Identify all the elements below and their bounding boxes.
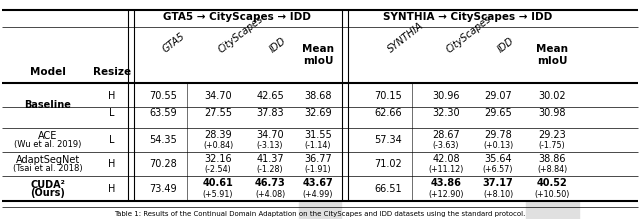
- Text: (+4.08): (+4.08): [255, 190, 285, 199]
- Text: IDD: IDD: [268, 36, 288, 55]
- Text: 28.39: 28.39: [204, 129, 232, 140]
- Text: Mean
mIoU: Mean mIoU: [536, 44, 568, 66]
- Text: (+0.84): (+0.84): [203, 141, 233, 150]
- Text: 38.86: 38.86: [538, 154, 566, 164]
- Text: (-1.75): (-1.75): [539, 141, 565, 150]
- Text: 29.78: 29.78: [484, 129, 512, 140]
- Text: 43.86: 43.86: [431, 178, 461, 189]
- Text: (-3.63): (-3.63): [433, 141, 460, 150]
- Text: CityScapes: CityScapes: [444, 14, 493, 55]
- Text: ACE: ACE: [38, 131, 58, 141]
- Text: (-1.91): (-1.91): [305, 165, 332, 174]
- Text: (-1.14): (-1.14): [305, 141, 332, 150]
- Text: Table 1: Results of the Continual Domain Adaptation on the CityScapes and IDD da: Table 1: Results of the Continual Domain…: [115, 211, 525, 217]
- Text: (+6.57): (+6.57): [483, 165, 513, 174]
- Text: 42.08: 42.08: [432, 154, 460, 164]
- Text: 31.55: 31.55: [304, 129, 332, 140]
- Text: (+4.99): (+4.99): [303, 190, 333, 199]
- Text: 34.70: 34.70: [256, 129, 284, 140]
- Text: 70.28: 70.28: [149, 159, 177, 169]
- Text: 27.55: 27.55: [204, 108, 232, 118]
- Text: (+11.12): (+11.12): [428, 165, 464, 174]
- Text: 70.15: 70.15: [374, 91, 402, 101]
- Text: Resize: Resize: [93, 67, 131, 77]
- Text: (+8.10): (+8.10): [483, 190, 513, 199]
- Text: 29.07: 29.07: [484, 91, 512, 101]
- Text: 57.34: 57.34: [374, 135, 402, 145]
- Text: AdaptSegNet: AdaptSegNet: [16, 155, 80, 165]
- Text: 36.77: 36.77: [304, 154, 332, 164]
- Text: H: H: [108, 159, 116, 169]
- Text: (-3.13): (-3.13): [257, 141, 284, 150]
- Text: (Tsai et al. 2018): (Tsai et al. 2018): [13, 164, 83, 173]
- Text: H: H: [108, 91, 116, 101]
- Text: 29.23: 29.23: [538, 129, 566, 140]
- Text: 38.68: 38.68: [304, 91, 332, 101]
- Text: 54.35: 54.35: [149, 135, 177, 145]
- Text: H: H: [108, 184, 116, 194]
- Text: (+12.90): (+12.90): [428, 190, 464, 199]
- Text: 43.67: 43.67: [303, 178, 333, 189]
- Text: 29.65: 29.65: [484, 108, 512, 118]
- Text: 32.30: 32.30: [432, 108, 460, 118]
- Text: 42.65: 42.65: [256, 91, 284, 101]
- Text: 62.66: 62.66: [374, 108, 402, 118]
- Text: (+8.84): (+8.84): [537, 165, 567, 174]
- Text: (Ours): (Ours): [31, 189, 65, 198]
- Text: 30.02: 30.02: [538, 91, 566, 101]
- Text: 70.55: 70.55: [149, 91, 177, 101]
- Text: (+10.50): (+10.50): [534, 190, 570, 199]
- Text: CityScapes: CityScapes: [216, 14, 265, 55]
- Text: Mean
mIoU: Mean mIoU: [302, 44, 334, 66]
- Text: (-1.28): (-1.28): [257, 165, 284, 174]
- Text: (+5.91): (+5.91): [203, 190, 233, 199]
- Text: 40.61: 40.61: [203, 178, 234, 189]
- Text: L: L: [109, 135, 115, 145]
- Text: CUDA²: CUDA²: [31, 180, 65, 189]
- Text: Baseline: Baseline: [24, 101, 72, 111]
- Text: 40.52: 40.52: [536, 178, 568, 189]
- Text: 66.51: 66.51: [374, 184, 402, 194]
- Text: (+0.13): (+0.13): [483, 141, 513, 150]
- Text: (Wu et al. 2019): (Wu et al. 2019): [14, 141, 82, 150]
- Text: Model: Model: [30, 67, 66, 77]
- Text: 32.69: 32.69: [304, 108, 332, 118]
- Text: 35.64: 35.64: [484, 154, 512, 164]
- Text: SYNTHIA → CityScapes → IDD: SYNTHIA → CityScapes → IDD: [383, 12, 552, 22]
- Text: (-2.54): (-2.54): [205, 165, 232, 174]
- Text: L: L: [109, 108, 115, 118]
- Text: 28.67: 28.67: [432, 129, 460, 140]
- Text: 37.83: 37.83: [256, 108, 284, 118]
- Text: GTA5: GTA5: [161, 31, 188, 55]
- Text: 73.49: 73.49: [149, 184, 177, 194]
- Text: GTA5 → CityScapes → IDD: GTA5 → CityScapes → IDD: [163, 12, 311, 22]
- Text: 37.17: 37.17: [483, 178, 513, 189]
- Text: IDD: IDD: [496, 36, 516, 55]
- Text: 41.37: 41.37: [256, 154, 284, 164]
- Text: 30.98: 30.98: [538, 108, 566, 118]
- Text: 63.59: 63.59: [149, 108, 177, 118]
- Text: 71.02: 71.02: [374, 159, 402, 169]
- Text: 46.73: 46.73: [255, 178, 285, 189]
- Text: SYNTHIA: SYNTHIA: [386, 21, 426, 55]
- Text: 30.96: 30.96: [432, 91, 460, 101]
- Text: 34.70: 34.70: [204, 91, 232, 101]
- Text: 32.16: 32.16: [204, 154, 232, 164]
